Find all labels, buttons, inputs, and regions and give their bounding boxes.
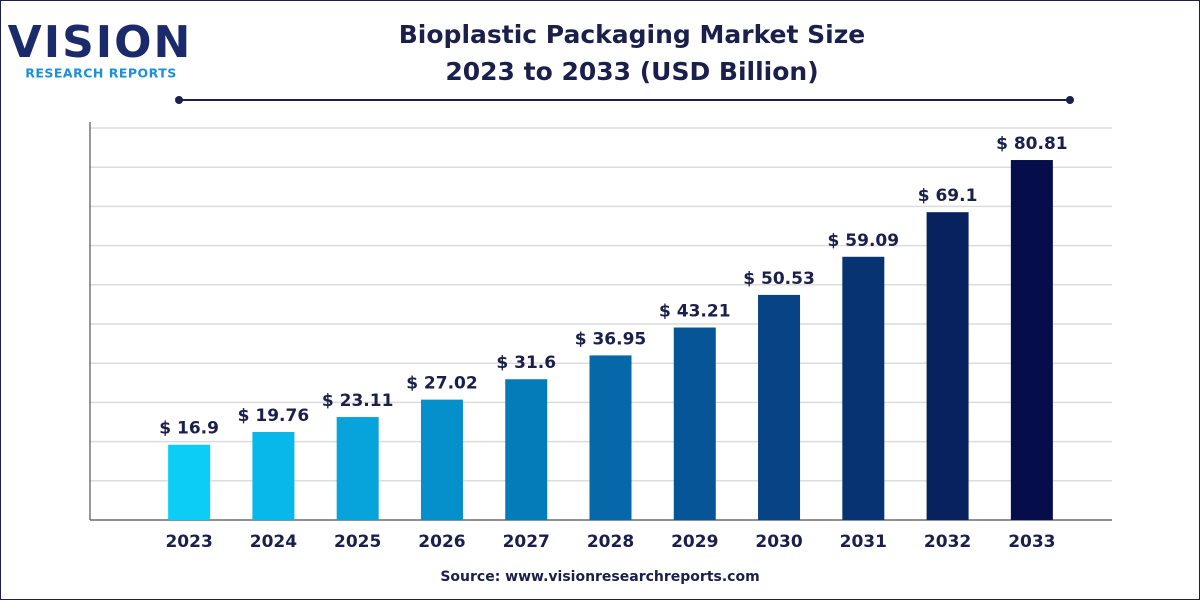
plot: 2023 $ 16.9 2024 $ 19.76 2025 $ 23.11 2026 $ 27…	[159, 134, 1067, 552]
x-tick-label: 2032	[924, 532, 971, 552]
value-label: $ 80.81	[996, 134, 1068, 154]
x-tick-label: 2026	[418, 532, 465, 552]
value-label: $ 59.09	[828, 231, 900, 251]
bar	[336, 417, 379, 520]
value-label: $ 27.02	[406, 374, 478, 394]
bar	[420, 399, 463, 520]
bar	[168, 444, 211, 520]
bar	[505, 379, 548, 520]
logo-tagline: RESEARCH REPORTS	[25, 66, 177, 81]
bar	[252, 431, 295, 520]
x-tick-label: 2031	[840, 532, 887, 552]
value-label: $ 69.1	[918, 186, 978, 206]
value-label: $ 36.95	[575, 329, 647, 349]
rule-dot	[1066, 96, 1074, 104]
value-label: $ 50.53	[743, 269, 815, 289]
rule-dot	[175, 96, 183, 104]
bar	[589, 355, 632, 520]
x-tick-label: 2025	[334, 532, 381, 552]
source: Source: www.visionresearchreports.com	[440, 569, 759, 585]
bar	[1010, 160, 1053, 520]
value-label: $ 23.11	[322, 391, 394, 411]
chart-subtitle: 2023 to 2033 (USD Billion)	[445, 57, 818, 86]
value-label: $ 19.76	[238, 406, 310, 426]
chart-title: Bioplastic Packaging Market Size	[399, 20, 865, 49]
bar	[926, 212, 969, 520]
x-tick-label: 2029	[671, 532, 718, 552]
x-tick-label: 2033	[1008, 532, 1055, 552]
x-tick-label: 2030	[755, 532, 802, 552]
bar	[673, 327, 716, 520]
x-tick-label: 2028	[587, 532, 634, 552]
x-tick-label: 2024	[250, 532, 297, 552]
value-label: $ 16.9	[159, 419, 219, 439]
x-tick-label: 2027	[503, 532, 550, 552]
x-tick-label: 2023	[165, 532, 212, 552]
logo-name: VISION	[8, 17, 193, 68]
bar	[842, 256, 885, 520]
value-label: $ 43.21	[659, 302, 731, 322]
bar	[758, 294, 801, 520]
value-label: $ 31.6	[496, 353, 556, 373]
